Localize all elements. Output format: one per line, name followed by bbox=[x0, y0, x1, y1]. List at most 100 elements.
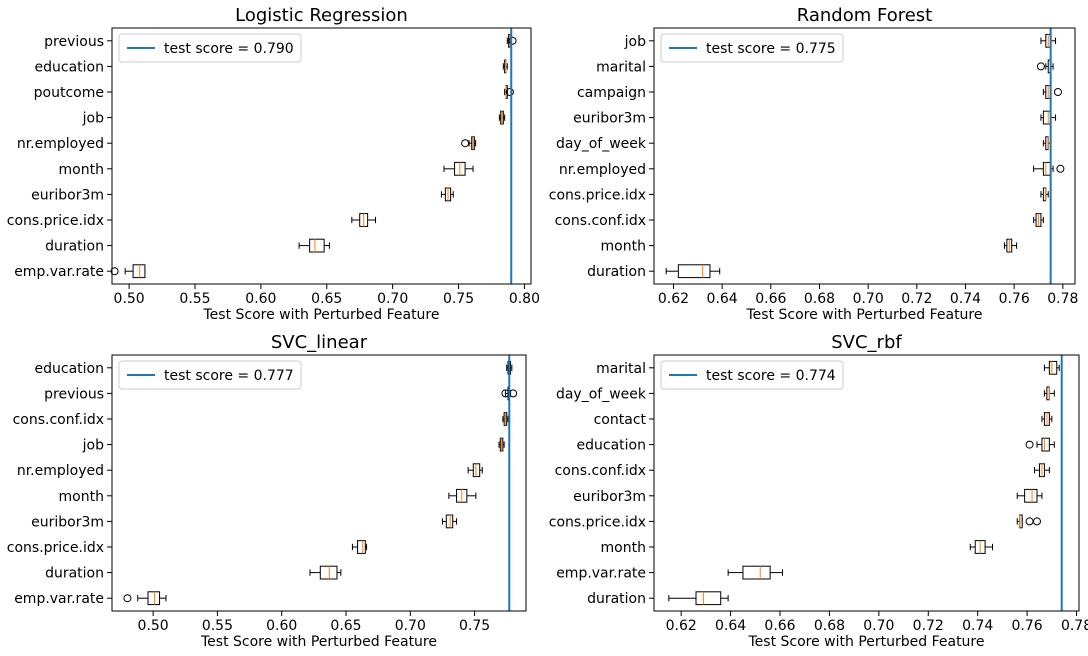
y-tick-label: month bbox=[601, 540, 646, 556]
x-tick-label: 0.55 bbox=[179, 291, 210, 307]
x-tick-label: 0.72 bbox=[901, 291, 932, 307]
box-education bbox=[502, 59, 508, 74]
legend-frame bbox=[118, 33, 302, 63]
y-tick-label: cons.conf.idx bbox=[13, 412, 104, 428]
box-marital bbox=[1043, 360, 1060, 375]
box-nr.employed bbox=[1033, 161, 1065, 176]
box-day_of_week bbox=[1042, 136, 1052, 151]
legend-label: test score = 0.775 bbox=[706, 41, 836, 57]
x-tick-label: 0.75 bbox=[459, 618, 490, 634]
y-tick-label: euribor3m bbox=[31, 514, 104, 530]
box-iqr bbox=[1042, 161, 1052, 176]
legend-label: test score = 0.774 bbox=[706, 368, 836, 384]
y-tick-label: nr.employed bbox=[17, 136, 104, 152]
y-tick-label: month bbox=[59, 162, 104, 178]
x-tick-label: 0.62 bbox=[658, 291, 689, 307]
box-nr.employed bbox=[461, 136, 477, 151]
y-tick-label: euribor3m bbox=[31, 187, 104, 203]
chart-panel-1: Logistic Regression previous education pout… bbox=[7, 5, 540, 323]
axes-frame bbox=[111, 27, 532, 285]
box-iqr bbox=[1042, 110, 1052, 125]
box-iqr bbox=[742, 565, 771, 580]
box-iqr bbox=[695, 591, 722, 606]
box-campaign bbox=[1042, 85, 1062, 99]
x-axis-label: Test Score with Perturbed Feature bbox=[200, 634, 437, 650]
x-tick-label: 0.76 bbox=[999, 291, 1030, 307]
legend: test score = 0.775 bbox=[660, 33, 844, 63]
box-month bbox=[969, 540, 994, 554]
box-emp.var.rate bbox=[123, 591, 167, 606]
x-tick-label: 0.76 bbox=[1012, 618, 1043, 634]
flier-point bbox=[1032, 517, 1041, 526]
x-tick-label: 0.50 bbox=[138, 618, 169, 634]
y-tick-label: job bbox=[82, 438, 104, 454]
box-iqr bbox=[319, 565, 338, 580]
y-tick-label: cons.price.idx bbox=[549, 187, 646, 203]
x-axis-label: Test Score with Perturbed Feature bbox=[202, 307, 439, 323]
chart-panel-2: Random Forest job marital campaign euribor3m… bbox=[549, 5, 1079, 323]
box-cons.conf.idx bbox=[1034, 463, 1050, 478]
x-tick-label: 0.78 bbox=[1047, 291, 1078, 307]
x-tick-label: 0.80 bbox=[509, 291, 540, 307]
x-axis-label: Test Score with Perturbed Feature bbox=[747, 634, 984, 650]
x-tick-label: 0.62 bbox=[666, 618, 697, 634]
y-tick-label: cons.conf.idx bbox=[555, 463, 646, 479]
axes-frame bbox=[653, 27, 1076, 285]
box-cons.price.idx bbox=[351, 213, 377, 227]
x-tick-label: 0.60 bbox=[266, 618, 297, 634]
legend-frame bbox=[118, 360, 302, 390]
box-month bbox=[443, 161, 474, 176]
y-tick-label: poutcome bbox=[34, 85, 104, 101]
box-iqr bbox=[1048, 360, 1058, 375]
y-tick-label: duration bbox=[45, 566, 104, 582]
x-tick-label: 0.75 bbox=[443, 291, 474, 307]
box-euribor3m bbox=[441, 514, 458, 529]
y-tick-label: previous bbox=[44, 386, 104, 402]
flier-point bbox=[1025, 440, 1034, 449]
x-tick-label: 0.74 bbox=[962, 618, 993, 634]
flier-point bbox=[123, 594, 132, 603]
y-tick-label: duration bbox=[587, 264, 646, 280]
x-tick-label: 0.55 bbox=[202, 618, 233, 634]
y-tick-label: campaign bbox=[577, 85, 646, 101]
box-education bbox=[1025, 437, 1055, 452]
box-iqr bbox=[1041, 437, 1050, 452]
y-tick-label: duration bbox=[587, 591, 646, 607]
y-tick-label: marital bbox=[596, 59, 646, 75]
legend-label: test score = 0.790 bbox=[164, 41, 294, 57]
box-iqr bbox=[677, 264, 711, 279]
box-iqr bbox=[357, 540, 366, 554]
y-tick-label: previous bbox=[44, 34, 104, 50]
legend: test score = 0.774 bbox=[660, 360, 844, 390]
box-job bbox=[1040, 33, 1057, 48]
y-tick-label: nr.employed bbox=[17, 463, 104, 479]
x-tick-label: 0.74 bbox=[950, 291, 981, 307]
y-tick-label: education bbox=[35, 59, 104, 75]
flier-point bbox=[1056, 164, 1065, 173]
y-tick-label: emp.var.rate bbox=[556, 566, 646, 582]
y-tick-label: nr.employed bbox=[559, 162, 646, 178]
y-tick-label: day_of_week bbox=[556, 386, 647, 402]
x-tick-label: 0.64 bbox=[715, 618, 746, 634]
y-tick-label: euribor3m bbox=[573, 111, 646, 127]
y-tick-label: cons.price.idx bbox=[7, 540, 104, 556]
legend-frame bbox=[660, 33, 844, 63]
box-emp.var.rate bbox=[727, 565, 783, 580]
x-tick-label: 0.65 bbox=[330, 618, 361, 634]
y-tick-label: month bbox=[601, 239, 646, 255]
box-iqr bbox=[472, 463, 481, 478]
x-tick-label: 0.70 bbox=[853, 291, 884, 307]
chart-title: SVC_linear bbox=[271, 332, 368, 353]
y-tick-label: euribor3m bbox=[573, 489, 646, 505]
y-tick-label: month bbox=[59, 489, 104, 505]
box-duration bbox=[298, 238, 330, 253]
y-tick-label: day_of_week bbox=[556, 136, 647, 152]
box-duration bbox=[665, 264, 721, 279]
x-tick-label: 0.60 bbox=[245, 291, 276, 307]
x-tick-label: 0.72 bbox=[913, 618, 944, 634]
box-cons.price.idx bbox=[351, 540, 368, 554]
box-euribor3m bbox=[1040, 110, 1057, 125]
y-tick-label: education bbox=[35, 361, 104, 377]
y-tick-label: cons.conf.idx bbox=[555, 213, 646, 229]
